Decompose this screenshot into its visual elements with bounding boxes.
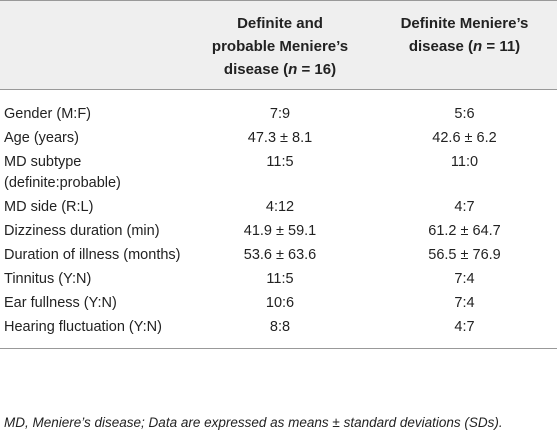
value-cell: 10:6 <box>265 295 295 311</box>
value-cell: 56.5 ± 76.9 <box>428 247 501 263</box>
table-row: Ear fullness (Y:N) 10:6 7:4 <box>0 291 557 315</box>
header-text-part: n <box>473 38 483 55</box>
value-cell: 47.3 ± 8.1 <box>247 130 313 146</box>
header-cell: Definite Meniere’s disease (n = 11) <box>372 0 557 90</box>
value-cell: 41.9 ± 59.1 <box>243 223 317 239</box>
label-cell: Gender (M:F) <box>4 106 92 122</box>
value-cell: 7:4 <box>454 271 475 287</box>
label-cell: Duration of illness (months) <box>4 247 181 263</box>
value-cell: 4:7 <box>454 199 475 215</box>
value-cell: 8:8 <box>188 315 372 349</box>
value-cell: 42.6 ± 6.2 <box>432 130 497 146</box>
header-cell: Definite and probable Meniere’s disease … <box>188 0 372 90</box>
table-row: MD side (R:L) 4:12 4:7 <box>0 195 557 219</box>
header-text-part: Definite and probable Meniere’s disease … <box>211 15 349 78</box>
header-text-part: n <box>288 61 298 78</box>
table-row: MD subtype (definite:probable) 11:5 11:0 <box>0 150 557 195</box>
value-cell: 11:5 <box>266 271 294 287</box>
header-cell <box>0 0 188 90</box>
label-cell: Dizziness duration (min) <box>4 223 160 239</box>
table-row: Hearing fluctuation (Y:N) 8:8 4:7 <box>0 315 557 349</box>
value-cell: 4:7 <box>372 315 557 349</box>
label-cell: MD side (R:L) <box>4 199 94 215</box>
label-cell: Tinnitus (Y:N) <box>4 271 92 287</box>
label-cell: Ear fullness (Y:N) <box>4 295 117 311</box>
table-row: Tinnitus (Y:N) 11:5 7:4 <box>0 267 557 291</box>
value-cell: 53.6 ± 63.6 <box>243 247 317 263</box>
label-cell: MD subtype (definite:probable) <box>4 154 121 191</box>
table-row: Dizziness duration (min) 41.9 ± 59.1 61.2 … <box>0 219 557 243</box>
value-cell: 5:6 <box>454 106 475 122</box>
header-text: Definite and probable Meniere’s disease … <box>205 12 355 81</box>
header-row: Definite and probable Meniere’s disease … <box>0 0 557 90</box>
header-text-part: Definite Meniere’s disease ( <box>400 15 529 55</box>
header-text-part: = 16) <box>297 61 337 78</box>
table-row: Age (years) 47.3 ± 8.1 42.6 ± 6.2 <box>0 126 557 150</box>
table-row: Gender (M:F) 7:9 5:6 <box>0 90 557 127</box>
value-cell: 7:9 <box>269 106 291 122</box>
value-cell: 4:12 <box>265 199 295 215</box>
value-cell: 11:5 <box>266 154 294 170</box>
header-text: Definite Meniere’s disease (n = 11) <box>390 12 540 58</box>
label-cell: Hearing fluctuation (Y:N) <box>0 315 188 349</box>
value-cell: 11:0 <box>450 154 479 170</box>
header-text-part: = 11) <box>482 38 521 55</box>
table: Definite and probable Meniere’s disease … <box>0 0 557 349</box>
value-cell: 7:4 <box>454 295 475 311</box>
label-cell: Age (years) <box>4 130 79 146</box>
table-row: Duration of illness (months) 53.6 ± 63.6 5… <box>0 243 557 267</box>
footnote: MD, Meniere’s disease; Data are expresse… <box>4 415 503 430</box>
value-cell: 61.2 ± 64.7 <box>428 223 501 239</box>
